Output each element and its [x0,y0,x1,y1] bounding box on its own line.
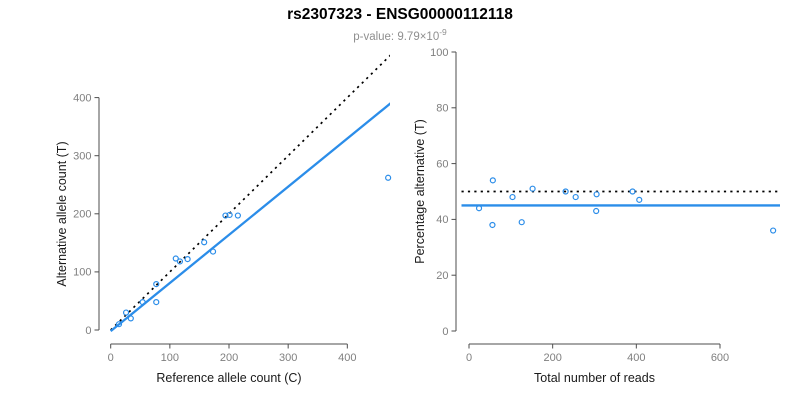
data-points [115,174,392,328]
data-point [176,258,184,265]
chart-title: rs2307323 - ENSG00000112118 [287,6,513,23]
data-point [226,211,233,219]
data-point [529,185,536,192]
reference-lines [461,190,780,207]
x-axis-title: Reference allele count (C) [156,371,301,385]
data-point [209,248,217,255]
data-point [234,212,241,219]
identity-line [110,54,390,331]
y-axis-title: Percentage alternative (T) [413,119,427,264]
p-value-exponent: -9 [439,27,447,37]
data-point [770,227,777,234]
y-tick-label: 100 [73,267,91,279]
data-point [489,221,496,229]
x-tick-label: 200 [220,352,238,364]
x-tick-label: 0 [108,352,114,364]
data-point [572,193,579,201]
data-point [518,219,525,226]
y-tick-label: 40 [436,214,448,226]
data-point [127,315,134,322]
data-point [115,321,123,328]
data-point [489,177,496,184]
chart-subtitle: p-value: 9.79×10-9 [0,24,800,43]
left-plot: 0 100 200 300 400 0 100 200 300 400 Reference alle… [55,54,392,385]
data-point [629,188,636,195]
data-point [509,193,516,201]
reference-lines [109,54,390,333]
data-point [475,205,483,212]
data-point [184,256,191,263]
data-point [593,191,600,198]
x-tick-label: 300 [279,352,297,364]
right-plot: 0 20 40 60 80 100 0 200 400 600 Total number of re… [413,47,780,385]
y-tick-label: 80 [436,103,448,115]
data-point [636,196,643,203]
data-point [593,207,600,215]
x-axis-title: Total number of reads [534,371,655,385]
data-point [201,239,208,246]
x-tick-label: 100 [161,352,179,364]
y-tick-label: 200 [73,209,91,221]
regression-line [109,102,390,333]
x-tick-label: 600 [711,352,729,364]
data-point [153,281,160,288]
chart-header: rs2307323 - ENSG00000112118 p-value: 9.7… [0,0,800,43]
y-tick-label: 0 [442,326,448,338]
y-axis-title: Alternative allele count (T) [55,141,69,286]
y-tick-label: 400 [73,92,91,104]
x-tick-label: 400 [627,352,645,364]
data-point [172,255,179,262]
y-tick-label: 20 [436,270,448,282]
y-tick-label: 0 [85,325,91,337]
x-tick-label: 200 [543,352,561,364]
p-value-text: p-value: 9.79×10 [353,30,440,43]
data-points [475,177,777,234]
data-point [562,188,569,195]
data-point [122,309,130,316]
data-point [385,174,392,181]
y-tick-label: 100 [430,47,448,59]
data-point [153,299,160,306]
data-point [222,212,229,219]
x-tick-label: 0 [466,352,472,364]
data-point [139,299,146,306]
x-tick-label: 400 [338,352,356,364]
y-tick-label: 300 [73,151,91,163]
y-tick-label: 60 [436,158,448,170]
